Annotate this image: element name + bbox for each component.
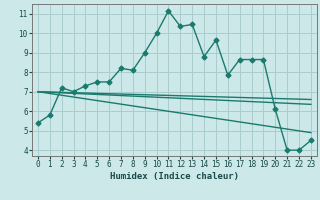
X-axis label: Humidex (Indice chaleur): Humidex (Indice chaleur) xyxy=(110,172,239,181)
